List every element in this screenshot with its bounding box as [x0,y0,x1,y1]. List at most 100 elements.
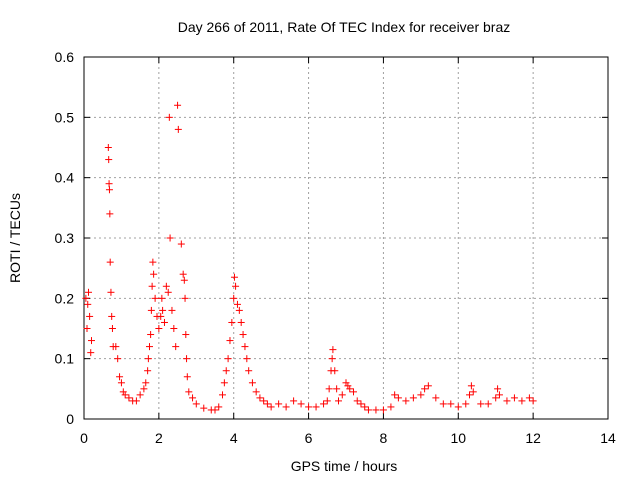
data-point [467,382,475,390]
data-point [424,382,432,390]
x-tick-label: 2 [155,430,163,446]
data-point [220,379,228,387]
data-point [333,385,341,393]
data-point [391,391,399,399]
data-point [477,400,485,408]
data-point [132,397,140,405]
data-point [82,294,90,302]
data-point [83,325,91,332]
data-point [503,397,511,405]
y-tick-label: 0.4 [55,170,75,186]
data-point [462,400,470,408]
data-point [224,355,232,363]
data-point [252,388,260,396]
data-point [218,391,226,399]
data-point [312,403,320,411]
data-point [222,367,230,375]
data-point [215,403,223,411]
data-point [469,388,477,396]
data-point [121,391,129,399]
data-point [243,355,251,363]
data-point [510,394,518,402]
data-point [239,331,247,339]
data-point [379,406,387,414]
x-tick-label: 12 [525,430,541,446]
y-tick-label: 0 [66,411,74,427]
data-point [518,397,526,405]
data-point [338,391,346,399]
y-tick-label: 0.3 [55,230,75,246]
data-point [160,318,168,326]
data-point [290,397,298,405]
data-point [183,355,191,363]
data-point [151,294,159,302]
data-point [230,294,238,302]
data-point [144,367,152,375]
data-point [112,343,120,351]
data-point [353,397,361,405]
data-point [439,400,447,408]
data-point [282,403,290,411]
data-point [172,343,180,351]
data-point [267,403,275,411]
data-point [494,385,502,393]
data-point [387,403,395,411]
data-point [248,379,256,387]
grid [84,57,608,419]
y-axis-label: ROTI / TECUs [7,193,23,283]
data-point [107,288,115,296]
data-point [144,355,152,363]
data-point [149,258,157,266]
data-point [328,355,336,363]
data-point [192,400,200,408]
data-point [84,300,92,308]
data-point [105,156,113,164]
data-point [364,406,372,414]
data-point [260,397,268,405]
data-point [226,337,234,345]
data-series [82,101,537,414]
data-point [432,394,440,402]
data-point [305,403,313,411]
data-point [165,113,173,121]
data-point [170,325,178,332]
data-point [263,400,271,408]
data-point [323,397,331,405]
data-point [104,144,112,151]
data-point [105,180,113,188]
data-point [232,282,240,290]
data-point [179,270,187,278]
data-point [402,397,410,405]
data-point [228,318,236,326]
data-point [168,306,176,314]
data-point [116,373,124,381]
data-point [177,240,185,248]
x-tick-label: 0 [80,430,88,446]
data-point [87,349,95,357]
data-point [325,385,333,393]
data-point [159,306,167,314]
chart-title: Day 266 of 2011, Rate Of TEC Index for r… [178,19,511,35]
data-point [349,388,357,396]
data-point [181,294,189,302]
x-axis: 0 2 4 6 8 10 12 14 [80,57,616,446]
y-axis: 0 0.1 0.2 0.3 0.4 0.5 0.6 [55,49,608,427]
data-point [147,306,155,314]
data-point [235,306,243,314]
data-point [162,282,170,290]
data-point [372,406,380,414]
data-point [86,312,94,320]
data-point [241,343,249,351]
x-tick-label: 4 [230,430,238,446]
y-tick-label: 0.6 [55,49,75,65]
data-point [329,346,337,354]
data-point [237,318,245,326]
data-point [185,388,193,396]
data-point [200,404,208,412]
data-point [106,210,114,218]
x-tick-label: 8 [380,430,388,446]
data-point [297,400,305,408]
data-point [108,312,116,320]
data-point [189,394,197,402]
